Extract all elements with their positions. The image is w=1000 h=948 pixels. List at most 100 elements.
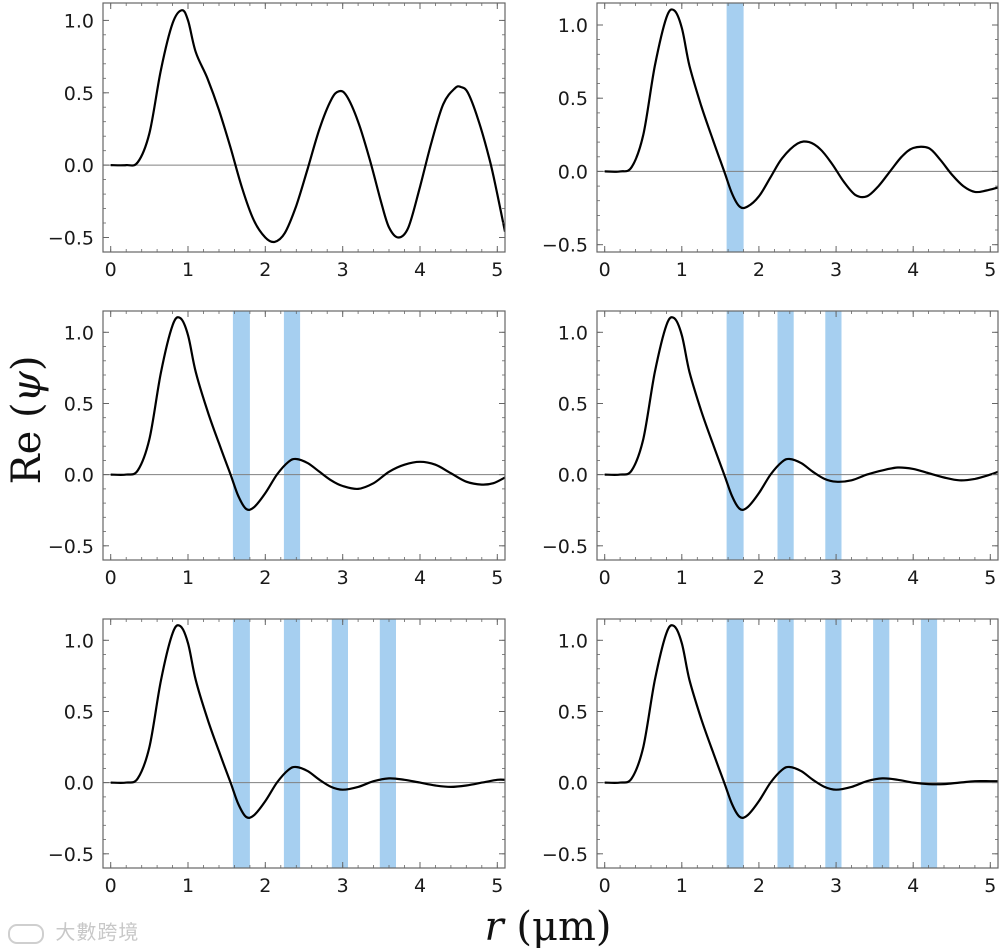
wavefunction-line-1: [110, 624, 505, 819]
x-tick-label: 4: [907, 875, 919, 897]
y-tick-label: 0.0: [558, 161, 588, 183]
panel-top-left: 0 1 2 3 4 5 −0.5 0.0 0.5 1.0: [48, 2, 506, 281]
panel-middle-right: 0 1 2 3 4 5 −0.5 0.0 0.5 1.0: [542, 310, 999, 589]
x-tick-label: 3: [337, 259, 349, 281]
wavefunction-line-1: [604, 8, 998, 210]
y-axis-title-symbol: ψ: [4, 370, 50, 402]
y-tick-label: 0.5: [64, 394, 94, 416]
shaded-band-1: [726, 619, 744, 868]
x-tick-label: 0: [105, 875, 117, 897]
y-tick-label: 0.0: [558, 773, 588, 795]
y-axis-title: Re (ψ): [4, 355, 50, 484]
x-tick-label: 2: [753, 875, 765, 897]
subplot-grid: 0 1 2 3 4 5 −0.5 0.0 0.5 1.0 0 1 2 3 4 5 −0.5 0.0 0.5 1.0 0 1…: [48, 2, 999, 897]
x-tick-label: 2: [259, 259, 271, 281]
panel-top-right: 0 1 2 3 4 5 −0.5 0.0 0.5 1.0: [542, 2, 999, 281]
x-axis-title-open-paren: (: [516, 904, 532, 948]
x-tick-label: 5: [491, 875, 503, 897]
y-tick-label: 0.5: [64, 702, 94, 724]
plot-frame: [596, 2, 999, 253]
x-tick-label: 3: [337, 875, 349, 897]
shaded-band-3: [825, 311, 842, 560]
x-tick-label: 0: [105, 259, 117, 281]
shaded-band-1: [232, 619, 250, 868]
y-tick-label: 1.0: [64, 630, 94, 652]
x-tick-label: 3: [830, 567, 842, 589]
plot-frame: [102, 2, 506, 253]
y-axis-title-prefix: Re: [4, 431, 50, 485]
y-axis-title-close-paren: ): [4, 355, 50, 371]
x-tick-label: 5: [984, 567, 996, 589]
y-tick-label: 0.5: [558, 88, 588, 110]
y-tick-label: 0.0: [64, 773, 94, 795]
x-tick-label: 4: [414, 259, 426, 281]
x-tick-label: 5: [491, 259, 503, 281]
x-axis-title-var: r: [485, 904, 507, 948]
y-tick-label: 0.0: [558, 465, 588, 487]
y-tick-label: −0.5: [542, 844, 588, 866]
y-tick-label: −0.5: [542, 536, 588, 558]
panel-middle-left: 0 1 2 3 4 5 −0.5 0.0 0.5 1.0: [48, 310, 506, 589]
x-tick-label: 4: [907, 259, 919, 281]
y-tick-label: 1.0: [558, 630, 588, 652]
x-tick-label: 5: [984, 259, 996, 281]
y-tick-label: 0.5: [558, 702, 588, 724]
shaded-band-2: [283, 619, 301, 868]
shaded-band-5: [920, 619, 938, 868]
shaded-band-2: [283, 311, 301, 560]
x-tick-label: 3: [830, 875, 842, 897]
y-tick-label: 0.5: [558, 394, 588, 416]
shaded-band-3: [825, 619, 842, 868]
y-axis-title-open-paren: (: [4, 402, 50, 418]
shaded-band-4: [379, 619, 396, 868]
x-tick-label: 2: [259, 567, 271, 589]
plot-frame: [596, 310, 999, 561]
x-axis-title: r (μm): [485, 904, 612, 948]
x-tick-label: 3: [337, 567, 349, 589]
y-tick-label: −0.5: [48, 228, 94, 250]
wavefunction-line-1: [110, 9, 505, 244]
plot-frame: [596, 618, 999, 869]
y-tick-label: 1.0: [558, 322, 588, 344]
x-tick-label: 0: [105, 567, 117, 589]
shaded-band-1: [726, 311, 744, 560]
y-tick-label: 1.0: [64, 322, 94, 344]
panel-bottom-left: 0 1 2 3 4 5 −0.5 0.0 0.5 1.0: [48, 618, 506, 897]
x-tick-label: 4: [414, 567, 426, 589]
y-tick-label: 1.0: [558, 15, 588, 37]
x-tick-label: 3: [830, 259, 842, 281]
plot-frame: [102, 310, 506, 561]
x-tick-label: 2: [753, 567, 765, 589]
x-tick-label: 1: [676, 567, 688, 589]
y-tick-label: 0.0: [64, 155, 94, 177]
x-tick-label: 1: [676, 259, 688, 281]
shaded-band-2: [777, 619, 794, 868]
wavefunction-line-1: [604, 624, 998, 819]
y-tick-label: −0.5: [48, 844, 94, 866]
x-tick-label: 5: [984, 875, 996, 897]
x-tick-label: 0: [599, 875, 611, 897]
shaded-band-1: [726, 3, 744, 252]
x-tick-label: 1: [182, 875, 194, 897]
watermark-text: 大數跨境: [55, 920, 140, 944]
shaded-band-1: [232, 311, 250, 560]
y-tick-label: 1.0: [64, 10, 94, 32]
shaded-band-4: [873, 619, 890, 868]
y-tick-label: −0.5: [542, 235, 588, 257]
x-tick-label: 1: [676, 875, 688, 897]
x-tick-label: 2: [753, 259, 765, 281]
x-axis-title-unit: μm: [532, 904, 596, 948]
x-axis-title-close-paren: ): [596, 904, 612, 948]
x-tick-label: 2: [259, 875, 271, 897]
x-tick-label: 1: [182, 259, 194, 281]
x-tick-label: 1: [182, 567, 194, 589]
watermark-logo-icon: [8, 923, 44, 944]
plot-frame: [102, 618, 506, 869]
x-tick-label: 0: [599, 567, 611, 589]
watermark: 大數跨境: [8, 916, 139, 945]
x-tick-label: 4: [414, 875, 426, 897]
x-tick-label: 0: [599, 259, 611, 281]
panel-bottom-right: 0 1 2 3 4 5 −0.5 0.0 0.5 1.0: [542, 618, 999, 897]
y-tick-label: −0.5: [48, 536, 94, 558]
